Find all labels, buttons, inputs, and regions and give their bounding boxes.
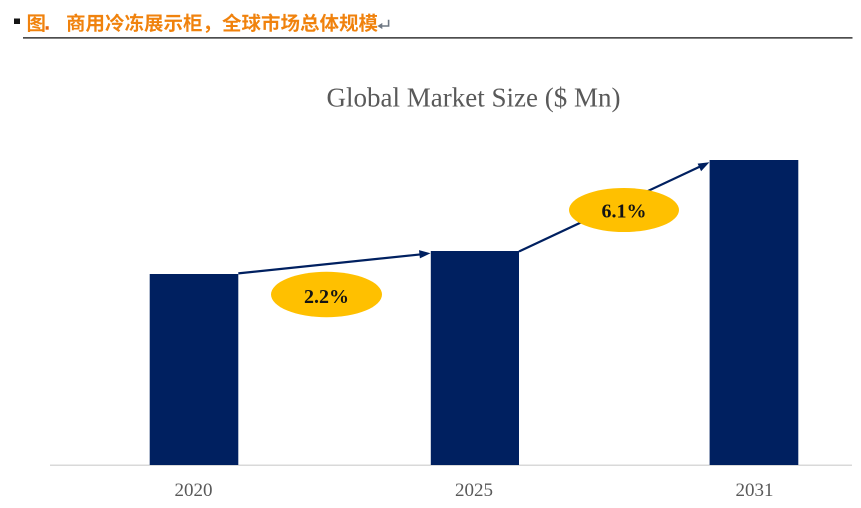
svg-text:2025: 2025 [455, 480, 493, 501]
svg-text:6.1%: 6.1% [602, 201, 647, 223]
svg-text:2020: 2020 [175, 480, 213, 501]
svg-text:Global Market Size ($ Mn): Global Market Size ($ Mn) [327, 83, 621, 113]
svg-text:2031: 2031 [736, 480, 774, 501]
svg-text:2.2%: 2.2% [304, 286, 349, 308]
